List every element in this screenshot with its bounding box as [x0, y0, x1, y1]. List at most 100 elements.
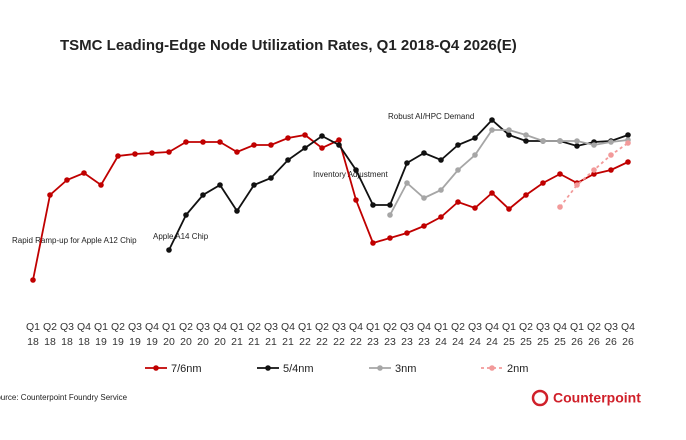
annotation: Rapid Ramp-up for Apple A12 Chip	[12, 236, 137, 245]
data-point	[557, 204, 563, 210]
data-point	[251, 182, 257, 188]
data-point	[489, 190, 495, 196]
data-point	[183, 212, 189, 218]
data-point	[523, 192, 529, 198]
legend-label: 5/4nm	[283, 363, 314, 375]
x-tick-label: 21	[248, 336, 260, 348]
x-tick-label: Q1	[502, 321, 516, 333]
data-point	[574, 182, 580, 188]
data-point	[251, 142, 257, 148]
data-point	[455, 142, 461, 148]
x-tick-label: 18	[27, 336, 39, 348]
x-tick-label: Q3	[536, 321, 550, 333]
x-tick-label: Q1	[230, 321, 244, 333]
x-tick-label: Q4	[553, 321, 567, 333]
x-tick-label: Q2	[247, 321, 261, 333]
legend-label: 2nm	[507, 363, 528, 375]
data-point	[268, 142, 274, 148]
x-tick-label: 25	[554, 336, 566, 348]
x-tick-label: 26	[622, 336, 634, 348]
x-tick-label: Q3	[196, 321, 210, 333]
x-tick-label: Q4	[77, 321, 91, 333]
data-point	[438, 187, 444, 193]
data-point	[608, 152, 614, 158]
data-point	[472, 205, 478, 211]
x-tick-label: 23	[367, 336, 379, 348]
series-line	[32, 134, 629, 281]
x-tick-label: Q2	[111, 321, 125, 333]
x-tick-label: 19	[112, 336, 124, 348]
data-point	[404, 160, 410, 166]
data-point	[353, 167, 359, 173]
annotation: Apple A14 Chip	[153, 232, 209, 241]
legend-label: 3nm	[395, 363, 416, 375]
x-tick-label: Q1	[366, 321, 380, 333]
data-point	[285, 157, 291, 163]
data-point	[506, 127, 512, 133]
data-point	[30, 277, 36, 283]
x-tick-label: 22	[350, 336, 362, 348]
x-tick-label: Q1	[162, 321, 176, 333]
x-tick-label: 26	[605, 336, 617, 348]
data-point	[421, 223, 427, 229]
brand: Counterpoint	[553, 390, 641, 406]
x-tick-label: 18	[78, 336, 90, 348]
data-point	[489, 127, 495, 133]
x-tick-label: Q2	[43, 321, 57, 333]
legend-marker	[489, 365, 495, 371]
data-point	[285, 135, 291, 141]
data-point	[200, 139, 206, 145]
x-tick-label: Q4	[349, 321, 363, 333]
x-tick-label: Q3	[604, 321, 618, 333]
x-tick-label: Q3	[332, 321, 346, 333]
data-point	[302, 132, 308, 138]
data-point	[608, 139, 614, 145]
data-point	[489, 117, 495, 123]
x-tick-label: Q1	[26, 321, 40, 333]
legend-label: 7/6nm	[171, 363, 202, 375]
data-point	[625, 132, 631, 138]
data-point	[64, 177, 70, 183]
data-point	[166, 247, 172, 253]
data-point	[625, 159, 631, 165]
data-point	[608, 167, 614, 173]
x-tick-label: 26	[571, 336, 583, 348]
data-point	[234, 149, 240, 155]
x-tick-label: Q3	[60, 321, 74, 333]
logo-icon	[531, 389, 549, 407]
x-tick-label: 19	[95, 336, 107, 348]
data-point	[370, 202, 376, 208]
x-tick-label: Q2	[451, 321, 465, 333]
data-point	[319, 145, 325, 151]
data-point	[557, 171, 563, 177]
x-tick-label: Q2	[179, 321, 193, 333]
x-tick-label: 24	[435, 336, 447, 348]
x-tick-label: 19	[146, 336, 158, 348]
x-tick-label: Q4	[417, 321, 431, 333]
data-point	[166, 149, 172, 155]
data-point	[625, 140, 631, 146]
data-point	[591, 167, 597, 173]
data-point	[438, 157, 444, 163]
x-tick-label: 19	[129, 336, 141, 348]
data-point	[98, 182, 104, 188]
x-tick-label: Q1	[94, 321, 108, 333]
x-tick-label: 22	[316, 336, 328, 348]
x-tick-label: Q2	[383, 321, 397, 333]
x-tick-label: 25	[537, 336, 549, 348]
data-point	[404, 180, 410, 186]
data-point	[387, 212, 393, 218]
data-point	[540, 138, 546, 144]
data-point	[472, 135, 478, 141]
data-point	[591, 142, 597, 148]
x-tick-label: 20	[214, 336, 226, 348]
data-point	[523, 138, 529, 144]
x-tick-label: Q3	[468, 321, 482, 333]
x-tick-label: Q4	[485, 321, 499, 333]
data-point	[81, 170, 87, 176]
x-tick-label: Q4	[621, 321, 635, 333]
x-tick-label: 25	[503, 336, 515, 348]
x-tick-label: 21	[282, 336, 294, 348]
